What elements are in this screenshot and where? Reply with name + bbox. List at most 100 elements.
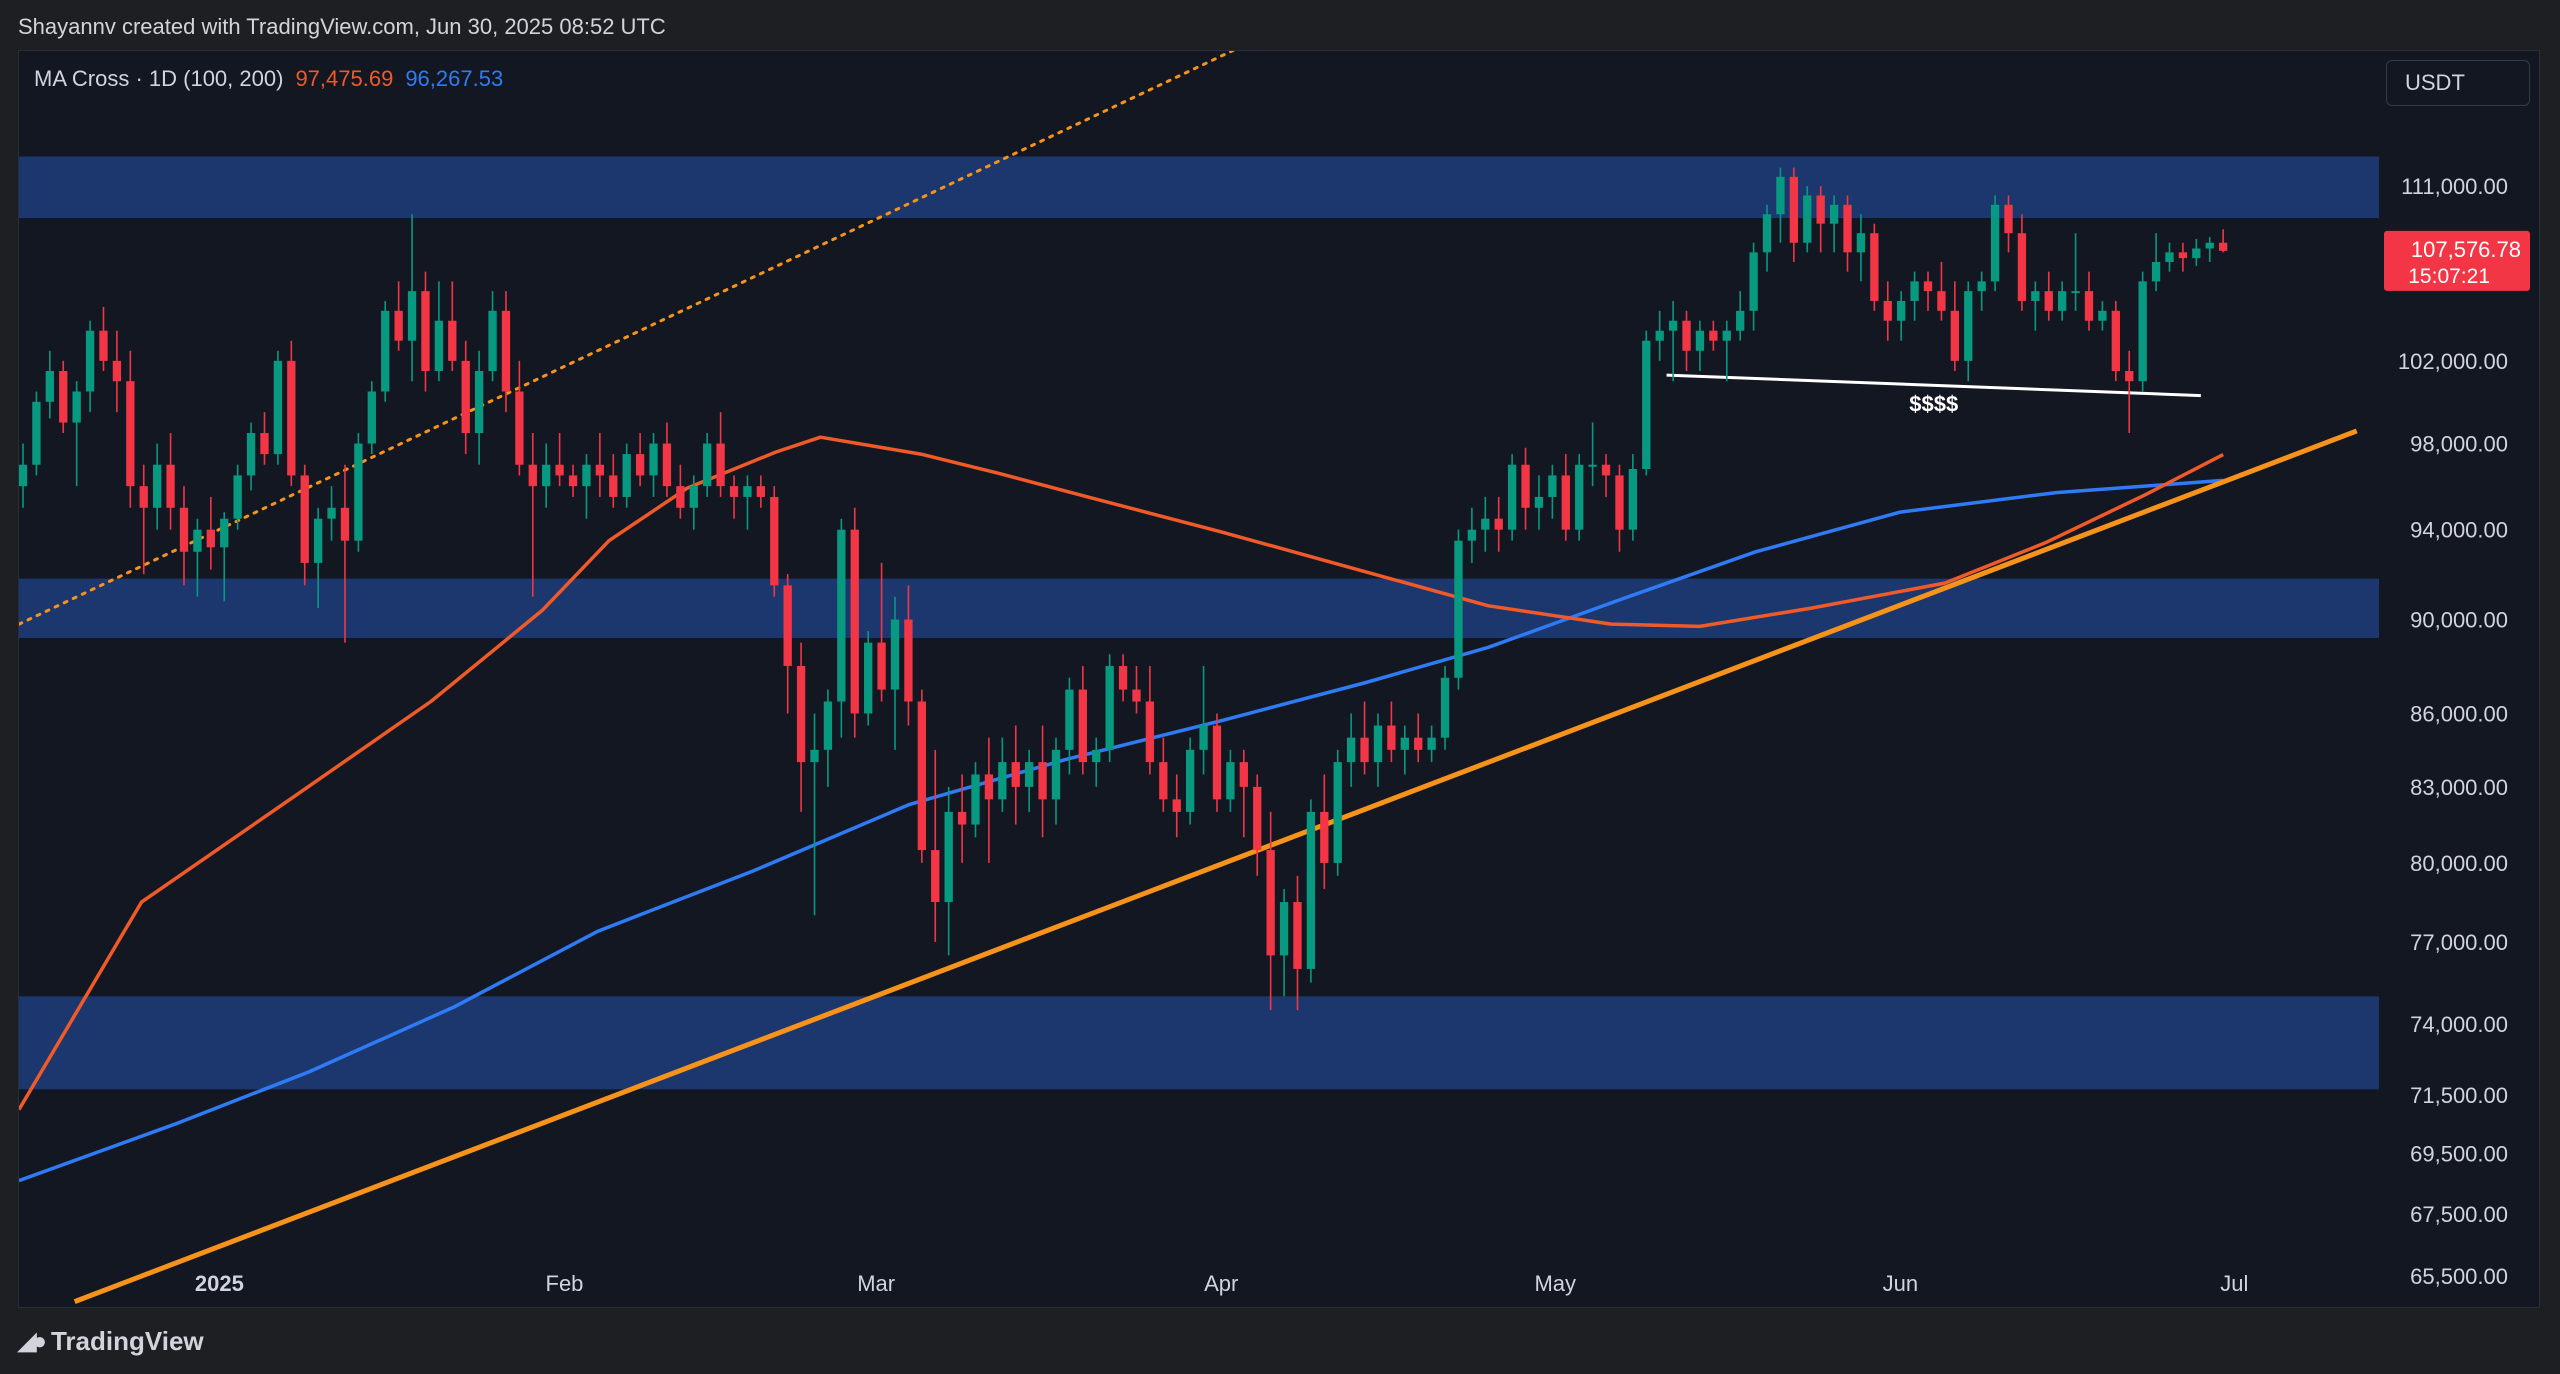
candle-body[interactable] [1333, 762, 1342, 863]
candle-body[interactable] [743, 486, 752, 497]
candle-body[interactable] [864, 642, 873, 714]
candle-body[interactable] [1816, 195, 1825, 224]
candle-body[interactable] [1078, 689, 1087, 763]
candle-body[interactable] [635, 454, 645, 476]
candle-body[interactable] [2017, 233, 2027, 301]
candle-body[interactable] [2004, 204, 2013, 234]
candle-body[interactable] [984, 774, 994, 800]
candle-body[interactable] [729, 486, 739, 497]
currency-selector-button[interactable]: USDT [2386, 60, 2530, 106]
candle-body[interactable] [193, 529, 202, 552]
candle-body[interactable] [112, 360, 122, 382]
candle-body[interactable] [1145, 701, 1155, 763]
candle-body[interactable] [1065, 689, 1074, 750]
candle-body[interactable] [971, 774, 980, 825]
candle-body[interactable] [1481, 518, 1490, 530]
candle-body[interactable] [1118, 665, 1128, 690]
candle-body[interactable] [488, 310, 497, 372]
candle-body[interactable] [166, 464, 175, 508]
candle-body[interactable] [421, 291, 430, 372]
candle-body[interactable] [1655, 330, 1664, 341]
candle-body[interactable] [542, 464, 551, 487]
candle-body[interactable] [1843, 204, 1852, 253]
channel-trendline[interactable] [19, 0, 1377, 626]
candle-body[interactable] [1789, 176, 1799, 243]
candle-body[interactable] [1803, 195, 1812, 243]
candle-body[interactable] [1051, 749, 1061, 800]
candle-body[interactable] [1883, 300, 1892, 321]
candle-body[interactable] [313, 518, 323, 563]
candle-body[interactable] [260, 433, 269, 455]
candle-body[interactable] [2151, 261, 2161, 282]
candle-body[interactable] [850, 529, 859, 714]
supply-demand-zone-1[interactable] [19, 156, 2379, 219]
candle-body[interactable] [515, 391, 524, 465]
candle-body[interactable] [703, 443, 712, 487]
candle-body[interactable] [1239, 762, 1248, 787]
candle-body[interactable] [1668, 320, 1678, 331]
candle-body[interactable] [381, 310, 390, 392]
candle-body[interactable] [2111, 310, 2120, 372]
candle-body[interactable] [823, 701, 833, 750]
candle-body[interactable] [1507, 464, 1517, 530]
candle-body[interactable] [1588, 464, 1597, 467]
candle-body[interactable] [2218, 242, 2228, 251]
candle-body[interactable] [1159, 762, 1168, 800]
ma100-line[interactable] [19, 435, 2225, 1111]
candle-body[interactable] [501, 310, 511, 392]
candle-body[interactable] [434, 320, 444, 372]
candle-body[interactable] [1373, 725, 1383, 763]
candle-body[interactable] [1011, 762, 1020, 787]
candle-body[interactable] [1092, 749, 1101, 763]
candle-body[interactable] [622, 454, 631, 497]
candle-body[interactable] [1105, 665, 1114, 750]
candle-body[interactable] [1776, 176, 1785, 215]
candle-body[interactable] [770, 496, 779, 586]
candle-body[interactable] [1897, 300, 1906, 321]
candle-body[interactable] [944, 811, 953, 903]
chart-pane[interactable] [18, 50, 2540, 1308]
candle-body[interactable] [1601, 464, 1611, 476]
candle-body[interactable] [99, 330, 108, 361]
candle-body[interactable] [354, 443, 363, 541]
candle-body[interactable] [1990, 204, 2000, 282]
candle-body[interactable] [1682, 320, 1691, 351]
candle-body[interactable] [1185, 749, 1195, 812]
candle-body[interactable] [1212, 725, 1222, 800]
candle-body[interactable] [1266, 850, 1275, 956]
candle-body[interactable] [2192, 248, 2201, 259]
candle-body[interactable] [796, 665, 806, 763]
candle-body[interactable] [689, 486, 698, 508]
candle-body[interactable] [233, 475, 242, 519]
candle-body[interactable] [287, 360, 296, 476]
candle-body[interactable] [448, 320, 457, 361]
candle-body[interactable] [716, 443, 725, 487]
candle-body[interactable] [2098, 310, 2107, 321]
candle-body[interactable] [1923, 281, 1933, 292]
candle-body[interactable] [72, 391, 81, 423]
candle-body[interactable] [2071, 291, 2080, 294]
candle-body[interactable] [1494, 518, 1503, 530]
candle-body[interactable] [877, 642, 886, 690]
candle-body[interactable] [206, 529, 215, 548]
candle-body[interactable] [837, 529, 846, 702]
candle-body[interactable] [783, 585, 792, 666]
candle-body[interactable] [1615, 475, 1624, 530]
candle-body[interactable] [1977, 281, 1986, 292]
candle-body[interactable] [1025, 762, 1034, 787]
candle-body[interactable] [2178, 252, 2188, 259]
candle-body[interactable] [582, 464, 591, 487]
candle-body[interactable] [461, 360, 470, 434]
candle-body[interactable] [126, 381, 135, 487]
candle-body[interactable] [1910, 281, 1919, 301]
candle-body[interactable] [1709, 330, 1718, 341]
candle-body[interactable] [367, 391, 376, 444]
indicator-legend[interactable]: MA Cross · 1D (100, 200) 97,475.69 96,26… [34, 66, 503, 92]
candle-body[interactable] [1575, 464, 1584, 530]
candle-body[interactable] [957, 811, 967, 825]
candle-body[interactable] [1856, 233, 1866, 253]
candle-body[interactable] [1199, 725, 1208, 750]
candle-body[interactable] [1293, 902, 1302, 969]
candle-body[interactable] [1038, 762, 1047, 800]
